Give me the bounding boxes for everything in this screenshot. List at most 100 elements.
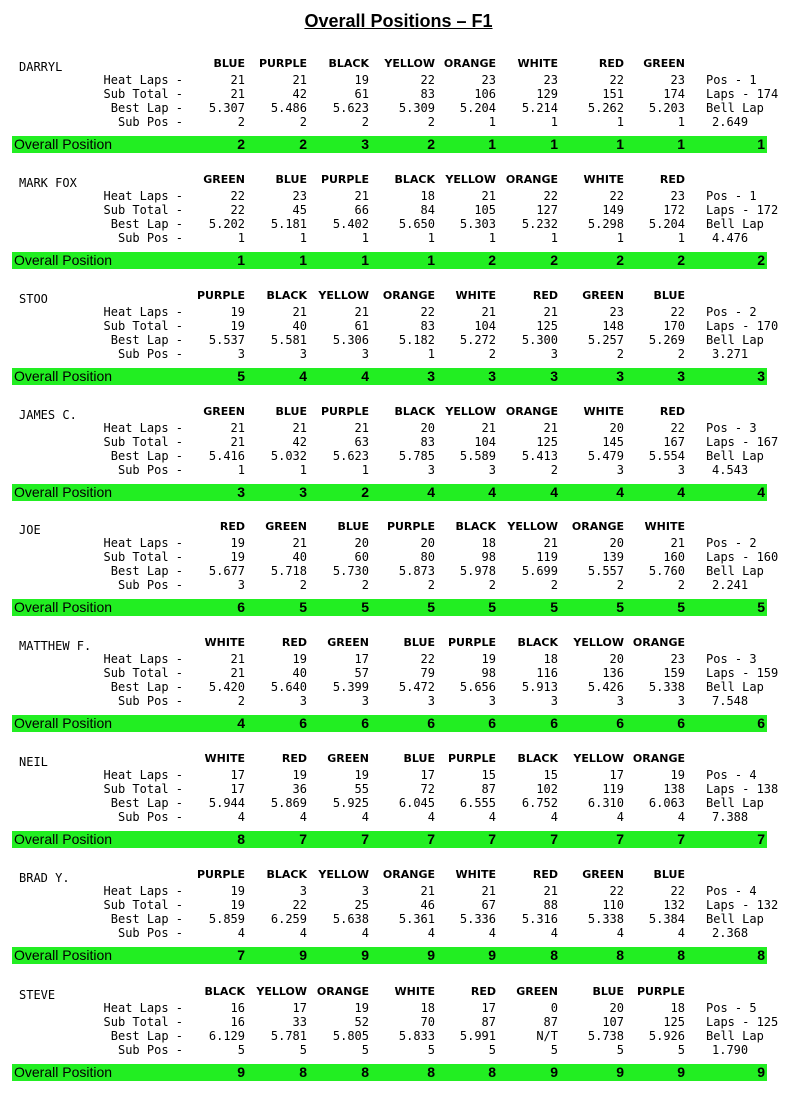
- value-cell: 21: [481, 305, 496, 319]
- racer-name: MARK FOX: [19, 176, 77, 190]
- best-lap-row: Best Lap - 5.944 5.869 5.925 6.045 6.555 6.752…: [0, 797, 797, 809]
- value-cell: 17: [481, 1001, 496, 1015]
- heat-laps-row: Heat Laps - 22 23 21 18 21 22 22 23: [0, 190, 797, 202]
- kart-color-header: RED: [598, 57, 624, 70]
- value-cell: 5.032: [270, 449, 307, 463]
- bell-label: Bell Lap: [706, 796, 764, 810]
- value-cell: 1: [677, 115, 685, 129]
- value-cell: 21: [230, 666, 245, 680]
- kart-color-header: GREEN: [327, 636, 369, 649]
- value-cell: 17: [354, 652, 369, 666]
- value-cell: 83: [420, 87, 435, 101]
- best-lap-row: Best Lap - 5.677 5.718 5.730 5.873 5.978 5.699…: [0, 565, 797, 577]
- kart-color-header: RED: [470, 985, 496, 998]
- side-laps: Laps - 159: [706, 666, 779, 680]
- final-position: 6: [757, 715, 765, 731]
- value-cell: 1: [488, 115, 496, 129]
- value-cell: 132: [663, 898, 685, 912]
- value-cell: 5.182: [398, 333, 435, 347]
- heat-laps-row: Heat Laps - 19 3 3 21 21 21 22 22: [0, 885, 797, 897]
- value-cell: 1: [677, 231, 685, 245]
- value-cell: 5.991: [459, 1029, 496, 1043]
- value-cell: 21: [420, 884, 435, 898]
- overall-position-label: Overall Position: [14, 368, 113, 384]
- value-cell: 3: [361, 347, 369, 361]
- kart-color-header: YELLOW: [318, 868, 369, 881]
- overall-position-cell: 2: [427, 136, 435, 152]
- value-cell: 3: [550, 347, 558, 361]
- value-cell: 5.416: [208, 449, 245, 463]
- value-cell: 23: [543, 73, 558, 87]
- value-cell: 2: [488, 347, 496, 361]
- value-cell: 5.262: [587, 101, 624, 115]
- value-cell: 1: [361, 231, 369, 245]
- kart-color-header: WHITE: [455, 289, 496, 302]
- value-cell: 5.738: [587, 1029, 624, 1043]
- kart-color-header: BLUE: [275, 173, 307, 186]
- value-cell: 3: [237, 347, 245, 361]
- value-cell: 21: [292, 73, 307, 87]
- value-cell: 15: [481, 768, 496, 782]
- side-pos: Pos - 2: [706, 305, 757, 319]
- value-cell: 5.486: [270, 101, 307, 115]
- value-cell: 2: [427, 578, 435, 592]
- overall-position-cell: 4: [427, 484, 435, 500]
- side-laps: Laps - 132: [706, 898, 779, 912]
- racer-name: NEIL: [19, 755, 48, 769]
- kart-color-header: RED: [659, 173, 685, 186]
- value-cell: 18: [481, 536, 496, 550]
- value-cell: 67: [481, 898, 496, 912]
- overall-position-cell: 5: [550, 599, 558, 615]
- kart-color-header: BLUE: [592, 985, 624, 998]
- kart-color-header: GREEN: [516, 985, 558, 998]
- value-cell: 19: [230, 536, 245, 550]
- value-cell: 5: [488, 1043, 496, 1057]
- final-position: 5: [757, 599, 765, 615]
- sub-total-row: Sub Total - 21 40 57 79 98 116 136 159: [0, 667, 797, 679]
- value-cell: 5.426: [587, 680, 624, 694]
- value-cell: 20: [354, 536, 369, 550]
- row-label: Sub Pos -: [117, 926, 183, 940]
- value-cell: 5.307: [208, 101, 245, 115]
- value-cell: 4: [237, 926, 245, 940]
- value-cell: 116: [536, 666, 558, 680]
- value-cell: 5: [361, 1043, 369, 1057]
- value-cell: 21: [292, 421, 307, 435]
- value-cell: 5.718: [270, 564, 307, 578]
- sub-total-row: Sub Total - 19 40 61 83 104 125 148 170: [0, 320, 797, 332]
- value-cell: 21: [230, 435, 245, 449]
- value-cell: 3: [488, 463, 496, 477]
- value-cell: 21: [230, 87, 245, 101]
- value-cell: 5.859: [208, 912, 245, 926]
- value-cell: 5: [299, 1043, 307, 1057]
- value-cell: 5.623: [332, 449, 369, 463]
- value-cell: 45: [292, 203, 307, 217]
- overall-position-cell: 9: [427, 947, 435, 963]
- value-cell: 2: [616, 347, 624, 361]
- bell-value: 4.543: [712, 463, 749, 477]
- kart-color-header: BLACK: [266, 289, 307, 302]
- value-cell: 107: [602, 1015, 624, 1029]
- overall-position-label: Overall Position: [14, 599, 113, 615]
- kart-color-header: YELLOW: [445, 173, 496, 186]
- value-cell: 2: [488, 578, 496, 592]
- value-cell: 3: [616, 694, 624, 708]
- row-label: Sub Pos -: [117, 231, 183, 245]
- value-cell: 6.259: [270, 912, 307, 926]
- value-cell: 3: [361, 884, 369, 898]
- value-cell: 102: [536, 782, 558, 796]
- overall-position-cell: 7: [550, 831, 558, 847]
- value-cell: 21: [543, 421, 558, 435]
- kart-color-header: GREEN: [327, 752, 369, 765]
- racer-block: MATTHEW F. WHITE RED GREEN BLUE PURPLE BLACK YE…: [0, 637, 797, 757]
- value-cell: 3: [361, 694, 369, 708]
- value-cell: 148: [602, 319, 624, 333]
- overall-position-cell: 1: [361, 252, 369, 268]
- value-cell: 125: [536, 435, 558, 449]
- side-laps: Laps - 170: [706, 319, 779, 333]
- sub-pos-row: Sub Pos - 4 4 4 4 4 4 4 4: [0, 927, 797, 939]
- value-cell: 5.785: [398, 449, 435, 463]
- value-cell: 21: [481, 189, 496, 203]
- best-lap-row: Best Lap - 5.420 5.640 5.399 5.472 5.656 5.913…: [0, 681, 797, 693]
- value-cell: 5.181: [270, 217, 307, 231]
